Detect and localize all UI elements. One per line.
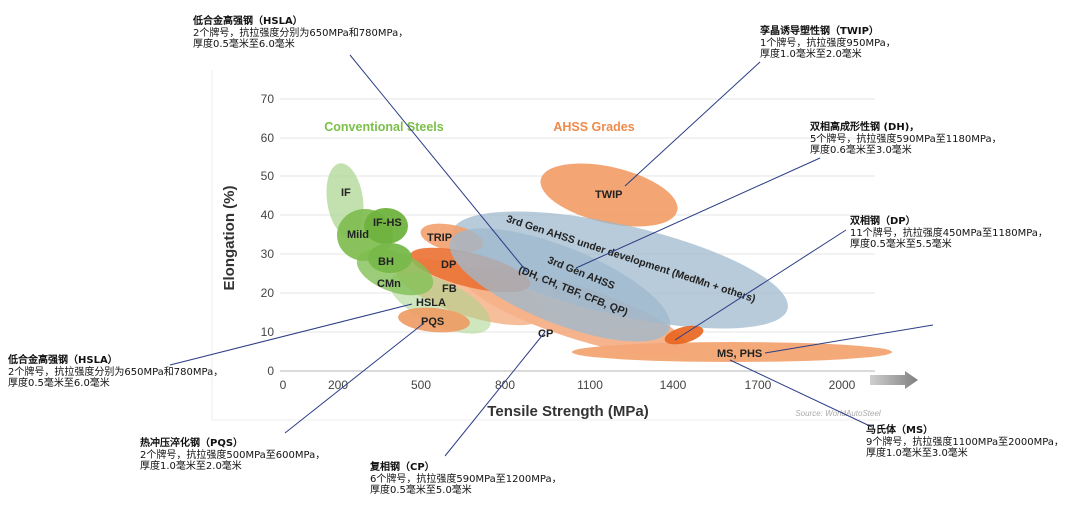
region-labels: IF Mild IF-HS BH CMn HSLA PQS TRIP DP FB… bbox=[341, 187, 762, 360]
x-tick-1100: 1100 bbox=[577, 378, 603, 392]
leader-dp bbox=[674, 229, 847, 341]
gen3-ahss-region bbox=[449, 228, 671, 342]
leader-hsla-left bbox=[169, 303, 413, 366]
y-tick-20: 20 bbox=[261, 286, 275, 300]
dp-high-strength-highlight bbox=[664, 325, 704, 345]
annotation-pqs-line-2: 厚度1.0毫米至2.0毫米 bbox=[140, 461, 242, 472]
if-hs-region bbox=[364, 208, 408, 244]
trip-label: TRIP bbox=[427, 232, 452, 244]
annotation-cp: 复相钢（CP） 6个牌号，抗拉强度590MPa至1200MPa， 厚度0.5毫米… bbox=[370, 462, 562, 497]
dp-label: DP bbox=[441, 259, 456, 271]
annotation-dp-line-2: 厚度0.5毫米至5.5毫米 bbox=[850, 239, 952, 250]
annotation-ms-line-1: 9个牌号，抗拉强度1100MPa至2000MPa， bbox=[866, 436, 1064, 448]
annotation-pqs-line-1: 2个牌号，抗拉强度500MPa至600MPa， bbox=[140, 449, 326, 461]
y-tick-0: 0 bbox=[267, 364, 274, 378]
leader-hsla-top bbox=[349, 54, 528, 273]
annotation-dh-line-1: 5个牌号，抗拉强度590MPa至1180MPa， bbox=[810, 133, 1002, 145]
annotation-pqs-title: 热冲压淬化钢（PQS） bbox=[140, 438, 244, 449]
annotation-twip: 孪晶诱导塑性钢（TWIP） 1个牌号，抗拉强度950MPa， 厚度1.0毫米至2… bbox=[760, 26, 896, 61]
mild-label: Mild bbox=[347, 229, 369, 241]
annotation-dp: 双相钢（DP） 11个牌号，抗拉强度450MPa至1180MPa， 厚度0.5毫… bbox=[850, 216, 1048, 251]
x-tick-1400: 1400 bbox=[660, 378, 687, 392]
x-tick-1700: 1700 bbox=[745, 378, 772, 392]
ms-phs-label: MS, PHS bbox=[717, 348, 762, 360]
annotation-twip-line-2: 厚度1.0毫米至2.0毫米 bbox=[760, 49, 862, 60]
annotation-cp-title: 复相钢（CP） bbox=[370, 462, 435, 473]
annotation-hsla-left: 低合金高强钢（HSLA） 2个牌号，抗拉强度分别为650MPa和780MPa， … bbox=[8, 355, 223, 390]
leader-dh bbox=[575, 157, 821, 269]
annotation-dh: 双相高成形性钢 (DH)， 5个牌号，抗拉强度590MPa至1180MPa， 厚… bbox=[810, 122, 1002, 157]
annotation-twip-line-1: 1个牌号，抗拉强度950MPa， bbox=[760, 37, 896, 49]
cp-label: CP bbox=[538, 328, 553, 340]
x-axis-title: Tensile Strength (MPa) bbox=[487, 403, 648, 420]
x-tick-500: 500 bbox=[411, 378, 431, 392]
if-hs-label: IF-HS bbox=[373, 217, 402, 229]
leader-cp bbox=[444, 331, 546, 457]
annotation-hsla-top-line-1: 2个牌号，抗拉强度分别为650MPa和780MPa， bbox=[193, 27, 409, 39]
x-tick-200: 200 bbox=[328, 378, 348, 392]
annotation-dh-line-2: 厚度0.6毫米至3.0毫米 bbox=[810, 145, 912, 156]
leader-lines bbox=[169, 54, 934, 457]
y-tick-30: 30 bbox=[261, 247, 275, 261]
annotation-twip-title: 孪晶诱导塑性钢（TWIP） bbox=[760, 26, 879, 37]
conventional-steels-title: Conventional Steels bbox=[324, 120, 444, 134]
if-label: IF bbox=[341, 187, 351, 199]
bh-region bbox=[368, 243, 412, 273]
annotation-cp-line-1: 6个牌号，抗拉强度590MPa至1200MPa， bbox=[370, 473, 562, 485]
pqs-label: PQS bbox=[421, 316, 444, 328]
y-tick-10: 10 bbox=[261, 325, 275, 339]
annotation-hsla-top-title: 低合金高强钢（HSLA） bbox=[193, 16, 303, 27]
annotation-dp-title: 双相钢（DP） bbox=[850, 216, 916, 227]
annotation-dh-title: 双相高成形性钢 (DH)， bbox=[810, 122, 920, 133]
annotation-ms-line-2: 厚度1.0毫米至3.0毫米 bbox=[866, 448, 968, 459]
cmn-label: CMn bbox=[377, 278, 401, 290]
annotation-dp-line-1: 11个牌号，抗拉强度450MPa至1180MPa， bbox=[850, 227, 1048, 239]
source-note: Source: WorldAutoSteel bbox=[795, 409, 881, 418]
y-tick-60: 60 bbox=[261, 131, 275, 145]
x-tick-0: 0 bbox=[280, 378, 287, 392]
y-axis-title: Elongation (%) bbox=[221, 186, 238, 291]
leader-twip bbox=[624, 61, 761, 187]
fb-label: FB bbox=[442, 283, 457, 295]
hsla-label: HSLA bbox=[416, 297, 446, 309]
twip-region bbox=[540, 163, 678, 227]
annotation-hsla-left-title: 低合金高强钢（HSLA） bbox=[8, 355, 118, 366]
y-tick-labels: 70 60 50 40 30 20 10 0 bbox=[261, 92, 275, 378]
y-tick-50: 50 bbox=[261, 169, 275, 183]
annotation-hsla-left-line-2: 厚度0.5毫米至6.0毫米 bbox=[8, 378, 110, 389]
leader-ms-phs bbox=[764, 324, 934, 354]
annotation-hsla-top: 低合金高强钢（HSLA） 2个牌号，抗拉强度分别为650MPa和780MPa， … bbox=[193, 16, 408, 51]
pqs-region bbox=[398, 307, 470, 333]
y-tick-70: 70 bbox=[261, 92, 275, 106]
annotation-hsla-left-line-1: 2个牌号，抗拉强度分别为650MPa和780MPa， bbox=[8, 366, 224, 378]
x-tick-labels: 0 200 500 800 1100 1400 1700 2000 bbox=[280, 378, 856, 392]
annotation-pqs: 热冲压淬化钢（PQS） 2个牌号，抗拉强度500MPa至600MPa， 厚度1.… bbox=[140, 438, 325, 473]
x-tick-2000: 2000 bbox=[829, 378, 856, 392]
annotation-ms: 马氏体（MS） 9个牌号，抗拉强度1100MPa至2000MPa， 厚度1.0毫… bbox=[866, 425, 1064, 460]
ahss-grades-title: AHSS Grades bbox=[553, 120, 634, 134]
fb-region bbox=[395, 258, 545, 326]
leader-ms bbox=[729, 359, 873, 428]
twip-label: TWIP bbox=[595, 189, 623, 201]
leader-pqs bbox=[284, 322, 425, 434]
x-axis-arrow-icon bbox=[870, 371, 918, 389]
bh-label: BH bbox=[378, 256, 394, 268]
y-tick-40: 40 bbox=[261, 208, 275, 222]
annotation-hsla-top-line-2: 厚度0.5毫米至6.0毫米 bbox=[193, 39, 295, 50]
annotation-ms-title: 马氏体（MS） bbox=[866, 425, 934, 436]
annotation-cp-line-2: 厚度0.5毫米至5.0毫米 bbox=[370, 485, 472, 496]
